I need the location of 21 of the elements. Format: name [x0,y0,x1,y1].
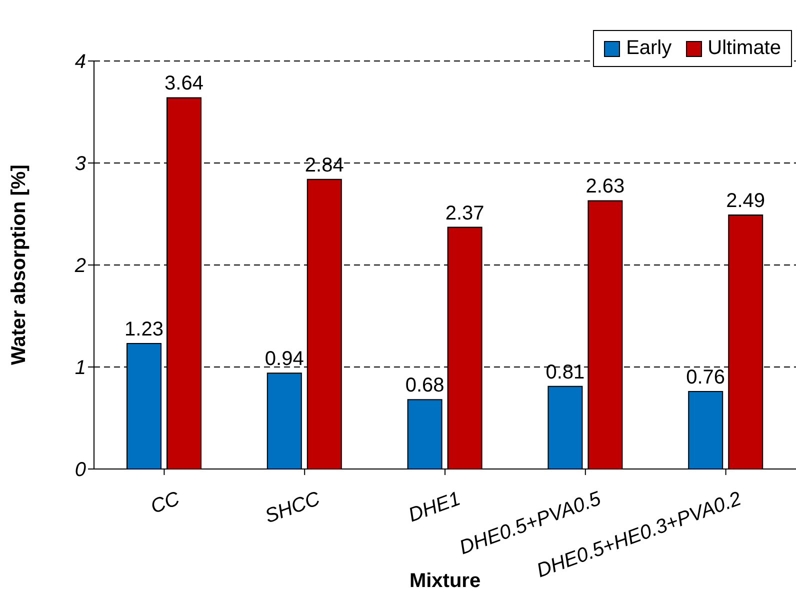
x-tick-label: SHCC [262,488,324,528]
data-label: 0.76 [686,366,726,388]
data-label: 2.63 [586,176,625,198]
data-label: 2.84 [304,154,344,176]
y-axis-title: Water absorption [%] [8,164,30,365]
y-tick-label: 3 [74,153,86,176]
x-axis-title: Mixture [409,570,481,592]
x-tick-label: CC [148,488,184,518]
y-tick-label: 2 [74,255,86,278]
legend-label: Early [625,37,672,60]
x-tick-label: DHE1 [406,488,464,527]
data-label: 2.37 [445,202,484,224]
data-label: 1.23 [124,318,164,341]
y-tick-label: 1 [74,357,86,380]
y-tick-label: 4 [74,51,86,74]
data-label: 0.68 [405,374,444,397]
data-label: 2.49 [726,190,766,212]
y-tick-label: 0 [74,459,86,482]
data-label: 3.64 [164,72,204,95]
legend-label: Ultimate [706,37,781,60]
data-label: 0.94 [264,348,304,370]
